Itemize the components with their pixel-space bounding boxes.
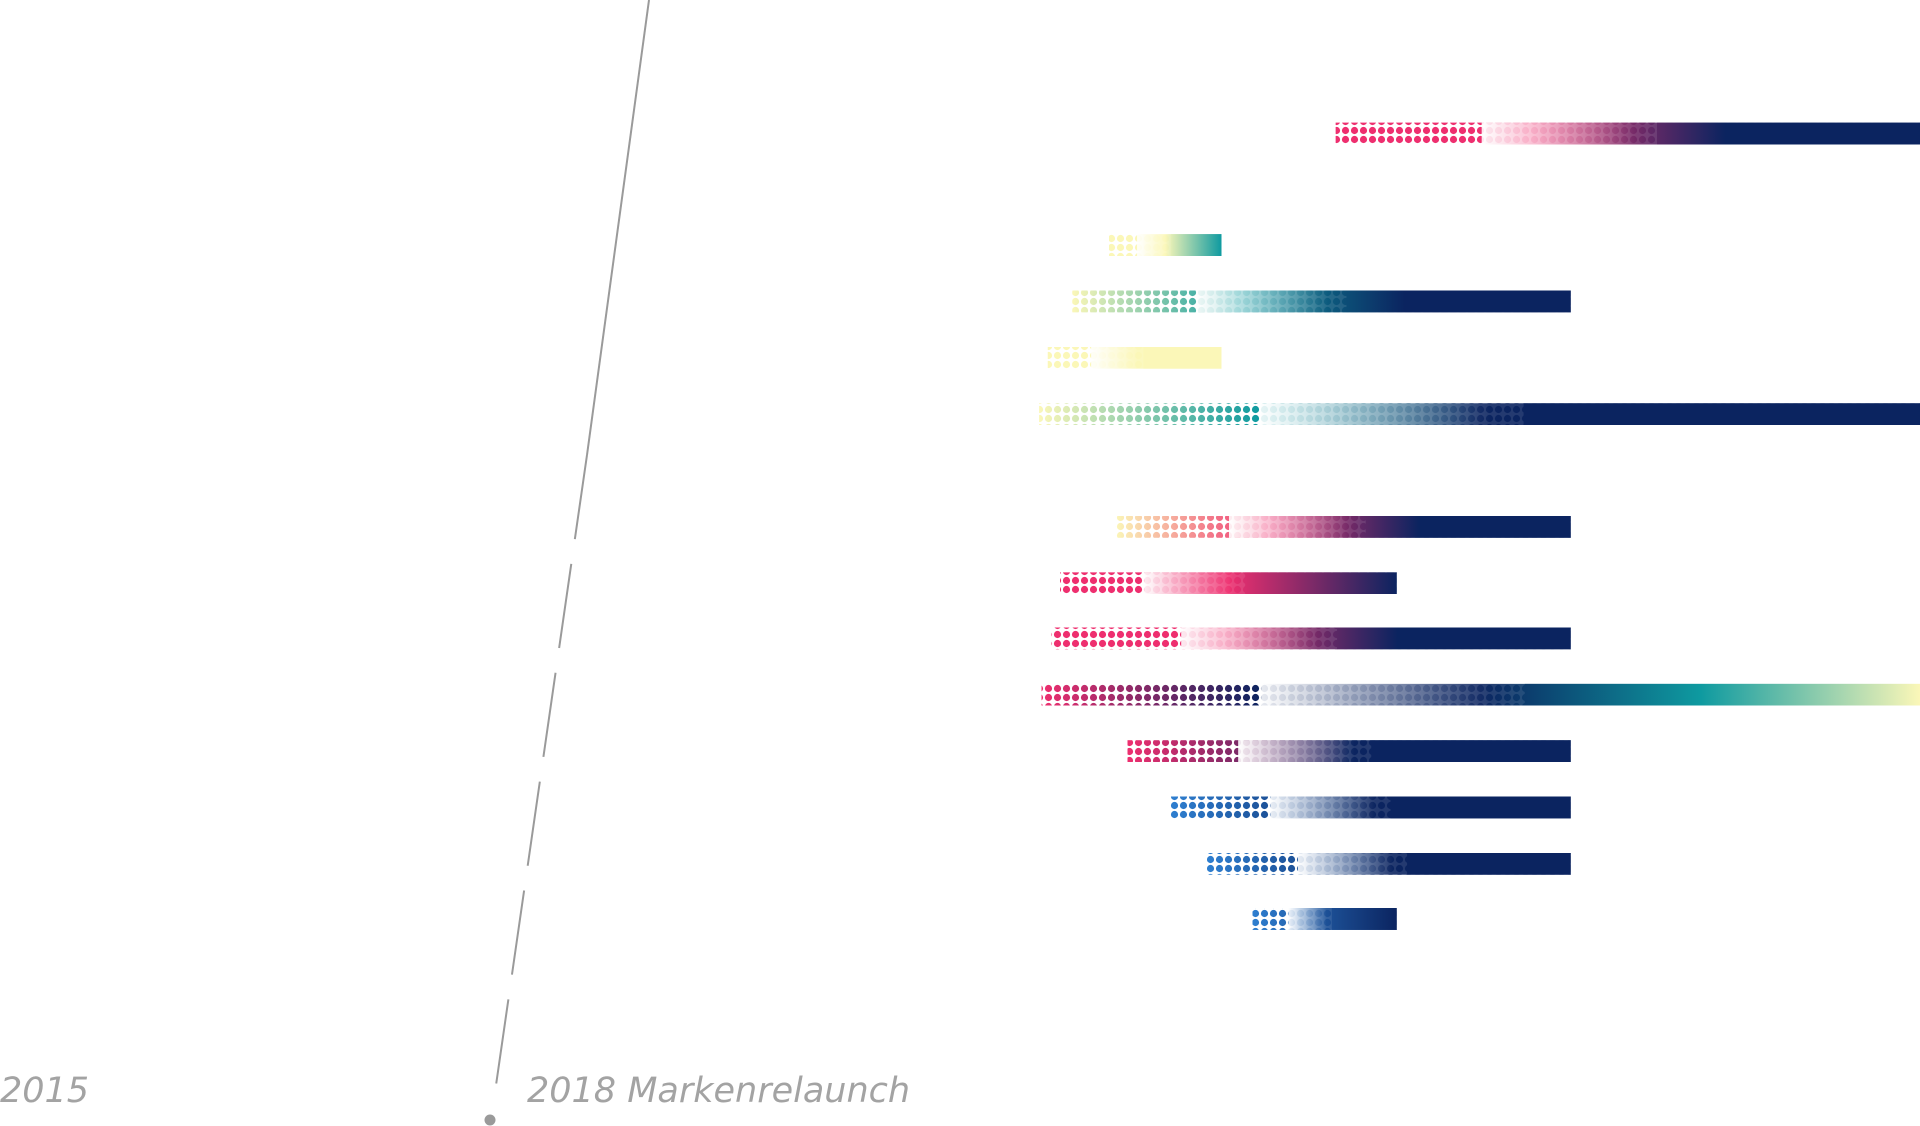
year-label: 2015	[0, 1071, 89, 1111]
halftone-bar	[1072, 290, 1571, 313]
halftone-bars	[1039, 122, 1920, 930]
halftone-bar	[1170, 796, 1571, 819]
halftone-bar	[1039, 403, 1920, 426]
timeline-line-dashed	[493, 454, 588, 1100]
halftone-bar	[1252, 907, 1397, 930]
halftone-bar	[1059, 572, 1397, 595]
halftone-bar	[1108, 234, 1222, 257]
halftone-bar	[1041, 683, 1920, 706]
halftone-bar	[1115, 515, 1571, 538]
timeline-line	[586, 0, 650, 456]
halftone-bar	[1335, 122, 1920, 145]
year-label: 2018 Markenrelaunch	[527, 1071, 910, 1111]
timeline-dot	[484, 1114, 496, 1126]
halftone-bar	[1051, 627, 1571, 650]
halftone-bar	[1127, 740, 1571, 763]
halftone-bar	[1206, 852, 1571, 875]
halftone-bar	[1047, 346, 1222, 369]
